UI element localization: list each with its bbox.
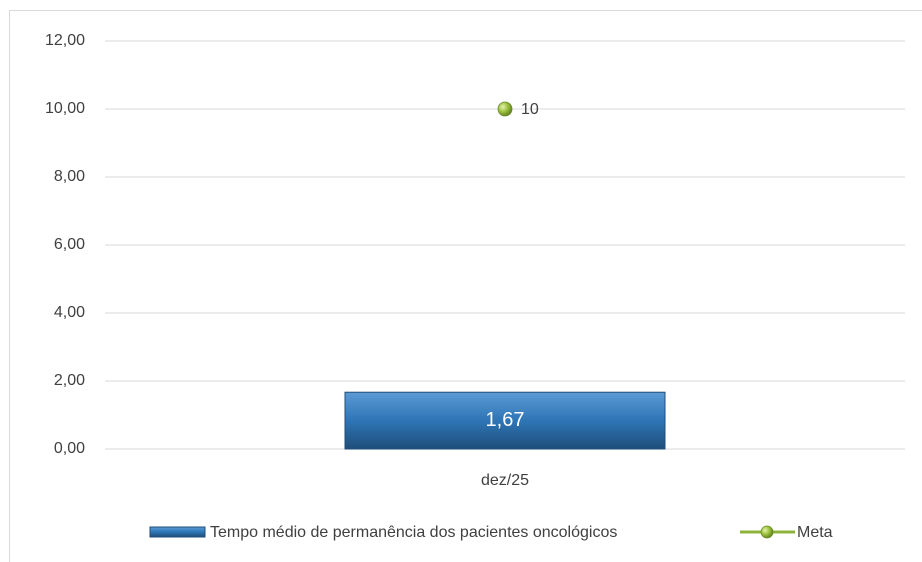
legend-label: Meta [797, 524, 833, 541]
y-tick-label: 2,00 [54, 372, 85, 389]
line-marker [760, 525, 774, 539]
line-marker [497, 101, 513, 117]
chart-frame [9, 10, 922, 562]
y-tick-label: 6,00 [54, 236, 85, 253]
y-tick-label: 4,00 [54, 304, 85, 321]
x-tick-label: dez/25 [481, 472, 529, 489]
bar [344, 391, 666, 450]
y-tick-label: 0,00 [54, 440, 85, 457]
data-label: 10 [521, 101, 539, 118]
y-tick-label: 10,00 [45, 100, 85, 117]
legend-label: Tempo médio de permanência dos pacientes… [210, 524, 617, 541]
data-label: 1,67 [486, 409, 525, 431]
y-tick-label: 12,00 [45, 32, 85, 49]
legend-swatch [149, 526, 206, 538]
y-tick-label: 8,00 [54, 168, 85, 185]
